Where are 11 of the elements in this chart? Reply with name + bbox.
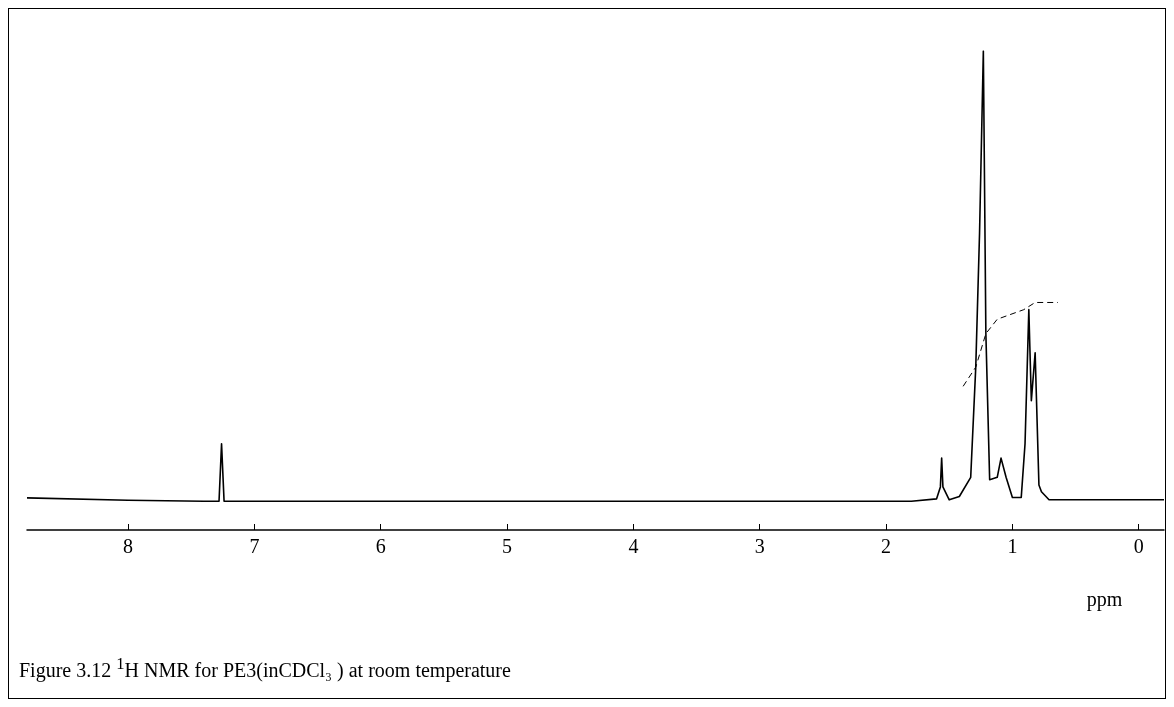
x-tick-label: 7 (249, 535, 260, 557)
x-tick-label: 0 (1133, 535, 1144, 557)
x-tick-label: 4 (628, 535, 639, 557)
x-tick-label: 2 (881, 535, 892, 557)
x-tick-label: 3 (754, 535, 765, 557)
x-tick-label: 5 (502, 535, 513, 557)
caption: Figure 3.12 $^{1}$H NMR for PE3(inCDCl₃ ) at room temperature (19, 654, 511, 681)
x-tick-label: 1 (1007, 535, 1018, 557)
x-tick-label: 6 (375, 535, 386, 557)
x-axis-title: ppm (1086, 588, 1123, 611)
x-tick-label: 8 (123, 535, 134, 557)
